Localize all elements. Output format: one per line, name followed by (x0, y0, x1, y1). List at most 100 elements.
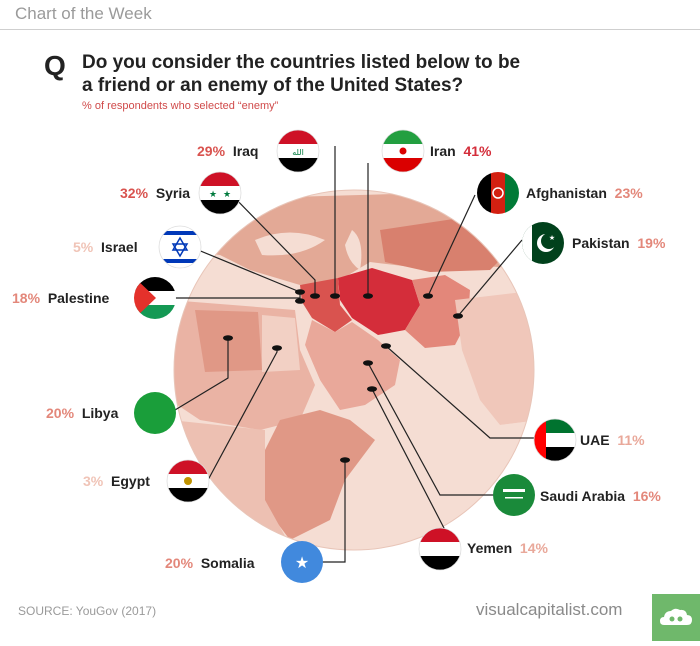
question-text: Do you consider the countries listed bel… (82, 52, 521, 96)
leader-syria (229, 192, 316, 296)
header-divider (0, 29, 700, 30)
leader-lines (174, 146, 535, 563)
syria-flag-icon: ★ ★ (198, 171, 242, 215)
label-libya: 20% Libya (46, 405, 118, 421)
cloud-logo-icon (660, 608, 692, 625)
dot-afghanistan (423, 293, 433, 299)
name-somalia: Somalia (200, 555, 255, 571)
somalia-flag-icon: ★ (281, 541, 323, 583)
pct-somalia: 20% (165, 555, 194, 571)
label-iran: Iran 41% (430, 143, 492, 159)
dot-israel (295, 289, 305, 295)
pct-palestine: 18% (12, 290, 41, 306)
region-afghanistan-pakistan (405, 275, 470, 348)
dot-uae (381, 343, 391, 349)
label-saudi-arabia: Saudi Arabia 16% (540, 488, 661, 504)
iraq-flag-icon: الله (276, 129, 320, 173)
region-iraq-syria (300, 278, 352, 332)
dot-saudi-arabia (363, 360, 373, 366)
source-note: SOURCE: YouGov (2017) (18, 604, 157, 618)
svg-text:★: ★ (295, 553, 309, 572)
location-dots (223, 289, 463, 463)
svg-text:★: ★ (223, 190, 231, 200)
dot-yemen (367, 386, 377, 392)
label-afghanistan: Afghanistan 23% (526, 185, 643, 201)
iran-flag-icon (381, 129, 425, 173)
pct-pakistan: 19% (637, 235, 666, 251)
label-egypt: 3% Egypt (83, 473, 150, 489)
leader-saudi-arabia (367, 362, 494, 496)
pct-iraq: 29% (197, 143, 226, 159)
name-saudi-arabia: Saudi Arabia (540, 488, 626, 504)
leader-libya (174, 338, 229, 411)
name-uae: UAE (580, 432, 610, 448)
name-egypt: Egypt (111, 473, 150, 489)
pct-egypt: 3% (83, 473, 104, 489)
name-syria: Syria (155, 185, 191, 201)
palestine-flag-icon (134, 277, 176, 319)
pct-israel: 5% (73, 239, 94, 255)
subtitle: % of respondents who selected “enemy” (82, 100, 279, 112)
dot-pakistan (453, 313, 463, 319)
pct-libya: 20% (46, 405, 75, 421)
region-arabia (305, 320, 400, 410)
label-yemen: Yemen 14% (467, 540, 548, 556)
dot-iraq (330, 293, 340, 299)
israel-flag-icon (158, 225, 202, 269)
region-iran (338, 268, 420, 335)
libya-flag-icon (134, 392, 176, 434)
svg-text:★: ★ (209, 190, 217, 200)
name-iraq: Iraq (232, 143, 259, 159)
label-palestine: 18% Palestine (12, 290, 109, 306)
pct-iran: 41% (463, 143, 492, 159)
map-circle-outline (173, 189, 535, 551)
name-iran: Iran (430, 143, 456, 159)
dot-somalia (340, 457, 350, 463)
name-libya: Libya (81, 405, 119, 421)
label-pakistan: Pakistan 19% (572, 235, 665, 251)
logo[interactable] (652, 594, 700, 641)
yemen-flag-icon (418, 527, 462, 571)
brand-link[interactable]: visualcapitalist.com (476, 600, 623, 619)
header-title: Chart of the Week (15, 4, 152, 23)
name-pakistan: Pakistan (572, 235, 630, 251)
leader-pakistan (457, 239, 523, 317)
pct-uae: 11% (617, 432, 645, 448)
name-israel: Israel (101, 239, 138, 255)
uae-flag-icon (533, 418, 577, 462)
leader-yemen (371, 388, 446, 531)
pct-yemen: 14% (519, 540, 548, 556)
dot-iran (363, 293, 373, 299)
question-mark: Q (44, 50, 66, 81)
svg-text:الله: الله (292, 148, 304, 157)
afghanistan-flag-icon (477, 172, 519, 214)
dot-palestine (295, 298, 305, 304)
name-afghanistan: Afghanistan (526, 185, 607, 201)
label-uae: UAE 11% (580, 432, 645, 448)
pakistan-flag-icon: ★ (522, 222, 564, 264)
pct-syria: 32% (120, 185, 149, 201)
leader-uae (385, 345, 535, 439)
dot-egypt (272, 345, 282, 351)
black-sea (255, 232, 325, 256)
label-israel: 5% Israel (73, 239, 138, 255)
pct-saudi-arabia: 16% (632, 488, 661, 504)
caspian-sea (345, 230, 362, 270)
region-horn-of-africa (260, 410, 375, 540)
egypt-flag-icon (166, 459, 210, 503)
arabian-sea (395, 390, 534, 470)
svg-text:★: ★ (549, 234, 555, 242)
label-iraq: 29% Iraq (197, 143, 259, 159)
leader-afghanistan (427, 194, 476, 297)
name-palestine: Palestine (47, 290, 110, 306)
saudi-arabia-flag-icon (493, 474, 535, 516)
label-syria: 32% Syria (120, 185, 190, 201)
label-somalia: 20% Somalia (165, 555, 255, 571)
region-india (455, 290, 534, 425)
name-yemen: Yemen (467, 540, 513, 556)
map-circle (174, 190, 534, 550)
pct-afghanistan: 23% (614, 185, 643, 201)
region-egypt (262, 315, 300, 372)
dot-libya (223, 335, 233, 341)
